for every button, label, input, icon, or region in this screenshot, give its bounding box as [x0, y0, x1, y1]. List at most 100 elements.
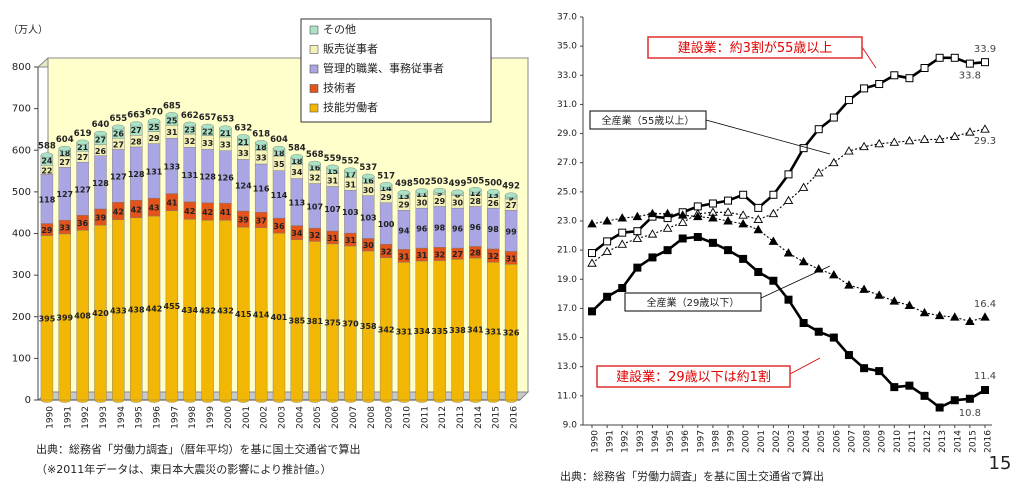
segment-label: 31 [345, 236, 357, 245]
total-label: 517 [377, 171, 395, 181]
marker [708, 238, 717, 247]
total-label: 663 [127, 111, 145, 121]
total-label: 588 [38, 142, 56, 152]
segment-label: 29 [41, 226, 53, 235]
segment-label: 334 [413, 327, 430, 336]
marker [889, 137, 900, 146]
segment-label: 99 [506, 227, 518, 236]
segment-label: 16 [363, 176, 375, 185]
segment-label: 432 [217, 307, 234, 316]
legend-swatch [309, 45, 319, 54]
marker [677, 217, 688, 226]
segment-label: 128 [199, 173, 216, 182]
segment-label: 39 [238, 216, 250, 225]
y-tick-label: 700 [12, 104, 31, 115]
segment-label: 96 [416, 225, 428, 234]
marker [814, 125, 823, 134]
segment-label: 23 [184, 126, 195, 135]
segment-label: 29 [148, 134, 160, 143]
segment-label: 385 [289, 316, 306, 325]
total-label: 670 [145, 108, 163, 118]
segment-label: 26 [113, 129, 125, 138]
segment-label: 37 [256, 216, 267, 225]
bar-cap [165, 112, 179, 118]
y-tick-label: 35.0 [557, 42, 577, 52]
segment-label: 18 [273, 149, 285, 158]
segment-label: 27 [506, 201, 517, 210]
x-tick-label: 1999 [206, 406, 216, 429]
marker [980, 124, 990, 133]
segment-label: 14 [381, 184, 393, 193]
x-tick-label: 1994 [117, 406, 127, 429]
segment-label: 30 [363, 241, 375, 250]
marker [920, 391, 929, 400]
y-tick-label: 13.0 [557, 362, 577, 372]
segment-label: 113 [289, 199, 306, 208]
total-label: 662 [181, 111, 199, 121]
marker [799, 144, 808, 153]
segment-label: 41 [220, 208, 232, 217]
bar-cap [469, 187, 482, 193]
segment-label: 331 [485, 328, 502, 337]
series-line [591, 128, 986, 264]
marker [783, 248, 794, 257]
x-tick-label: 2004 [295, 406, 305, 429]
x-tick-label: 1998 [711, 430, 721, 453]
segment-label: 31 [506, 254, 518, 263]
marker [875, 80, 884, 89]
segment-label: 98 [434, 223, 446, 232]
bar-cap [112, 124, 125, 131]
segment-label: 34 [291, 229, 303, 238]
marker [935, 403, 944, 412]
segment-label: 21 [220, 129, 232, 138]
total-label: 632 [234, 123, 252, 133]
marker [949, 131, 960, 140]
segment-label: 43 [148, 204, 159, 213]
page-number: 15 [989, 453, 1012, 474]
segment-label: 22 [41, 166, 52, 175]
callout-box [624, 292, 762, 312]
marker [965, 394, 974, 403]
segment-label: 100 [378, 220, 395, 229]
y-tick-label: 9.0 [563, 421, 578, 431]
total-label: 499 [449, 179, 467, 189]
segment-label: 32 [381, 247, 392, 256]
marker [739, 254, 748, 263]
segment-label: 36 [273, 222, 285, 231]
segment-label: 434 [181, 306, 198, 315]
segment-label: 27 [95, 136, 106, 145]
bar-cap [451, 189, 464, 195]
x-tick-label: 1990 [591, 430, 601, 453]
total-label: 500 [484, 178, 502, 188]
marker [904, 135, 915, 145]
segment-label: 127 [56, 190, 73, 199]
total-label: 537 [359, 163, 377, 173]
marker [647, 208, 658, 218]
marker [859, 141, 869, 151]
segment-label: 126 [217, 173, 234, 182]
marker [965, 316, 975, 325]
marker [754, 203, 763, 212]
marker [602, 216, 612, 225]
marker [662, 223, 673, 232]
bar-cap [290, 154, 304, 160]
segment-label: 36 [77, 219, 89, 228]
x-tick-label: 2003 [278, 406, 288, 429]
x-tick-label: 2011 [908, 430, 918, 453]
marker [844, 146, 854, 155]
bar-cap [362, 173, 375, 180]
segment-label: 16 [309, 163, 321, 172]
y-axis-label: （万人） [8, 24, 48, 36]
segment-label: 13 [398, 192, 409, 201]
x-tick-label: 2003 [787, 430, 797, 453]
footnote: 出典：総務省「労働力調査」を基に国土交通省で算出 [560, 469, 824, 483]
x-tick-label: 2008 [367, 406, 377, 429]
y-tick-label: 27.0 [557, 158, 577, 168]
marker [738, 210, 748, 219]
bar-cap [504, 192, 518, 198]
marker [768, 236, 779, 245]
segment-label: 96 [470, 223, 482, 232]
marker [799, 319, 808, 327]
segment-label: 381 [306, 317, 323, 326]
